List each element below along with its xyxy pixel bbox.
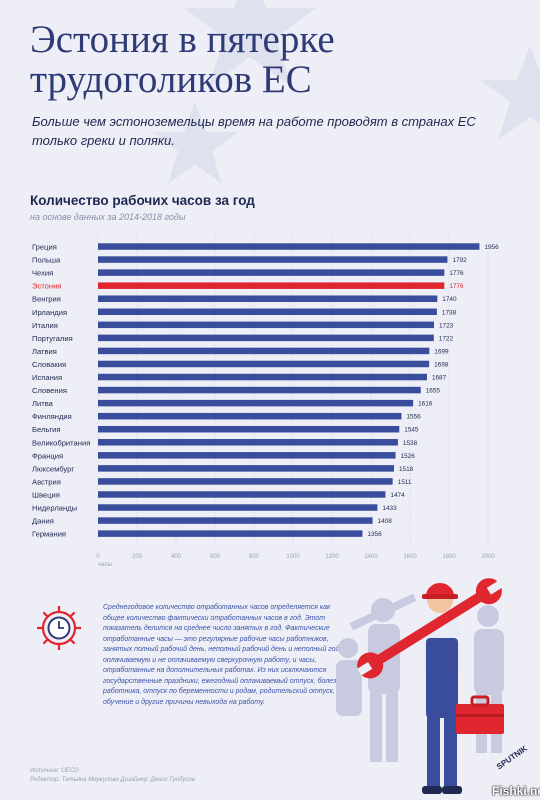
category-label: Бельгия (32, 425, 60, 434)
category-label: Венгрия (32, 295, 61, 304)
bar (98, 517, 373, 524)
category-label: Испания (32, 373, 62, 382)
bar (98, 399, 414, 407)
x-tick-label: 1200 (325, 554, 339, 560)
value-label: 1655 (426, 388, 441, 395)
bar (98, 439, 398, 446)
category-label: Швеция (32, 490, 60, 499)
bar (98, 269, 445, 276)
chart-subtitle: на основе данных за 2014-2018 годы (30, 212, 186, 222)
value-label: 1687 (432, 375, 447, 382)
x-tick-label: 2000 (481, 554, 495, 560)
bar (98, 491, 386, 498)
bar (98, 321, 434, 329)
value-label: 1722 (439, 335, 454, 342)
bar (98, 412, 402, 420)
value-label: 1474 (390, 492, 405, 499)
bar (98, 425, 400, 433)
bar (98, 530, 363, 537)
category-label: Германия (32, 530, 66, 539)
methodology-note: Среднегодовое количество отработанных ча… (103, 604, 344, 706)
chart-title: Количество рабочих часов за год (30, 193, 255, 208)
value-label: 1538 (403, 440, 418, 447)
value-label: 1526 (401, 453, 416, 460)
bar (98, 334, 434, 342)
category-label: Австрия (32, 477, 61, 486)
x-axis-unit: часы (98, 562, 112, 568)
category-label: Люксембург (32, 464, 74, 473)
x-tick-label: 200 (132, 554, 143, 560)
category-label: Эстония (32, 282, 61, 291)
x-tick-label: 1800 (442, 554, 456, 560)
bar (98, 373, 427, 381)
value-label: 1518 (399, 466, 414, 473)
category-label: Нидерланды (32, 504, 77, 513)
page-title: Эстония в пятерке трудоголиков ЕС (30, 20, 510, 100)
category-label: Ирландия (32, 308, 67, 317)
authors-text: Редактор: Татьяна Меркулова Дизайнер: Де… (30, 777, 195, 783)
category-label: Финляндия (32, 412, 72, 421)
value-label: 1433 (382, 505, 397, 512)
bar (98, 504, 378, 511)
x-tick-label: 1400 (364, 554, 378, 560)
background-star-icon (152, 102, 238, 184)
bar (98, 360, 430, 368)
category-label: Франция (32, 451, 63, 460)
value-label: 1738 (442, 309, 457, 316)
category-label: Польша (32, 256, 61, 265)
value-label: 1408 (378, 518, 393, 525)
category-label: Литва (32, 399, 54, 408)
background-star-icon (480, 45, 540, 140)
title-line-2: трудоголиков ЕС (30, 58, 312, 101)
category-label: Португалия (32, 334, 73, 343)
value-label: 1776 (449, 283, 464, 290)
value-label: 1792 (452, 257, 467, 264)
x-tick-label: 1000 (286, 554, 300, 560)
bar (98, 256, 448, 263)
watermark: Fishki.net (492, 784, 540, 798)
bar (98, 465, 395, 472)
bar (98, 386, 421, 394)
worker-with-wrench-illustration (336, 578, 504, 794)
page-subtitle: Больше чем эстоноземельцы время на работ… (32, 114, 476, 148)
x-tick-label: 0 (96, 554, 100, 560)
value-label: 1740 (442, 296, 457, 303)
bar (98, 478, 393, 485)
value-label: 1616 (418, 401, 433, 408)
bar (98, 347, 430, 355)
value-label: 1956 (484, 244, 499, 251)
category-label: Италия (32, 321, 58, 330)
x-tick-label: 600 (210, 554, 221, 560)
bar-chart: 0 200 400 600 800 1000 1200 1400 1600 1800 2000 Гре… (32, 236, 499, 560)
value-label: 1698 (434, 361, 449, 368)
value-label: 1556 (406, 414, 421, 421)
value-label: 1699 (434, 348, 449, 355)
category-label: Дания (32, 517, 54, 526)
value-label: 1776 (449, 270, 464, 277)
title-line-1: Эстония в пятерке (30, 18, 335, 61)
background-star-icon (184, 0, 316, 86)
category-label: Греция (32, 243, 57, 252)
bar (98, 295, 438, 302)
gear-clock-icon (34, 603, 84, 658)
category-label: Латвия (32, 347, 57, 356)
category-label: Великобритания (32, 438, 90, 447)
bar (98, 308, 437, 316)
bar (98, 452, 396, 459)
category-label: Словакия (32, 360, 66, 369)
bar (98, 282, 445, 289)
x-tick-label: 1600 (403, 554, 417, 560)
bar (98, 243, 480, 250)
category-label: Чехия (32, 269, 53, 278)
x-tick-label: 800 (249, 554, 260, 560)
source-text: Источник: OECD (30, 768, 79, 774)
category-label: Словения (32, 386, 67, 395)
value-label: 1545 (404, 427, 419, 434)
value-label: 1511 (398, 479, 412, 486)
value-label: 1356 (367, 531, 382, 538)
credits: Источник: OECD Редактор: Татьяна Меркуло… (30, 767, 195, 785)
x-tick-label: 400 (171, 554, 182, 560)
value-label: 1723 (439, 322, 454, 329)
